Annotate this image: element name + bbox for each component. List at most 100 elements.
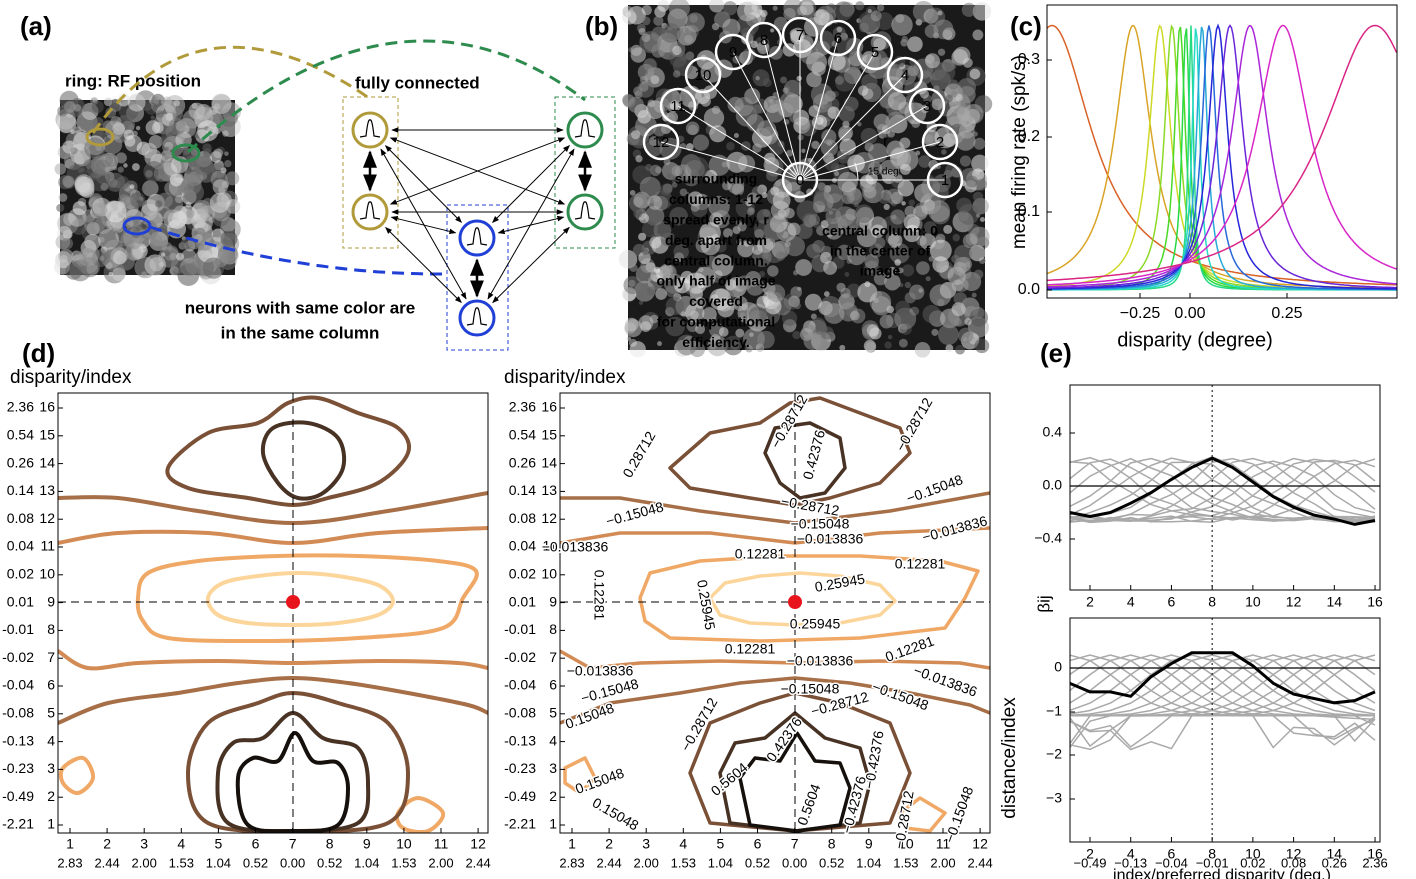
y-tick-label: -0.13 (2, 732, 34, 748)
photo-texture (630, 190, 636, 196)
photo-texture (84, 213, 106, 235)
photo-texture (749, 332, 754, 337)
y-tick-label: 16 (39, 399, 55, 415)
note: for computational (657, 314, 775, 330)
x-tick-label: 14 (1327, 594, 1343, 610)
x-tick-label: 0.00 (280, 855, 305, 870)
contour-label: −0.15048 (604, 498, 665, 529)
photo-texture (980, 217, 985, 222)
photo-texture (964, 104, 984, 124)
y-tick-label: 6 (47, 677, 55, 693)
y-tick-label: 2 (47, 788, 55, 804)
contour-label: 0.25945 (694, 578, 719, 631)
x-tick-label: 6 (1168, 594, 1176, 610)
photo-texture (218, 244, 238, 264)
y-tick-label: 3 (47, 760, 55, 776)
photo-texture (172, 211, 188, 227)
x-tick-label: 1.04 (708, 855, 733, 870)
photo-texture (867, 324, 879, 336)
photo-texture (722, 161, 728, 167)
y-tick-label: 8 (549, 621, 557, 637)
connection (488, 149, 574, 299)
photo-texture (908, 199, 914, 205)
column-number: 3 (923, 98, 931, 115)
x-tick-label: 1.53 (391, 855, 416, 870)
contour-label: −0.28712 (767, 392, 810, 451)
x-tick-label: 0.52 (317, 855, 342, 870)
photo-texture (693, 135, 709, 151)
photo-texture (747, 114, 765, 132)
column-number: 7 (796, 27, 804, 44)
photo-texture (106, 173, 125, 192)
column-number: 5 (871, 44, 879, 61)
photo-texture (964, 318, 971, 325)
y-tick-label: 8 (47, 621, 55, 637)
y-tick-label: 9 (47, 593, 55, 609)
neuron (568, 195, 602, 229)
photo-texture (899, 339, 908, 348)
contour-line (167, 397, 409, 505)
photo-texture (224, 160, 231, 167)
photo-texture (905, 282, 911, 288)
y-tick-label: 4 (47, 732, 55, 748)
y-tick-label: 15 (541, 427, 557, 443)
tuning-curve (1047, 26, 1397, 289)
y-tick-label: 7 (47, 649, 55, 665)
y-tick-label: 0.14 (7, 482, 34, 498)
x-tick-label: 11 (434, 836, 449, 852)
x-tick-label: 0.25 (1271, 305, 1302, 322)
note: only half of image (656, 273, 775, 289)
photo-texture (908, 65, 919, 76)
x-tick-label: 3 (140, 836, 148, 852)
photo-texture (793, 270, 798, 275)
y-tick-label: -0.13 (504, 732, 536, 748)
photo-texture (643, 58, 657, 72)
contour-label: −0.15048 (870, 678, 931, 713)
photo-texture (970, 308, 988, 326)
y-tick-label: −3 (1046, 790, 1062, 806)
curves (1070, 385, 1380, 590)
x-tick-label: 0.52 (819, 855, 844, 870)
note: central column: 0 (822, 223, 938, 239)
photo-texture (938, 324, 959, 345)
photo-texture (726, 142, 735, 151)
contour-label: 0.42376 (799, 428, 828, 481)
photo-texture (838, 126, 853, 141)
photo-texture (970, 69, 981, 80)
photo-texture (925, 53, 940, 68)
photo-texture (794, 302, 801, 309)
photo-texture (626, 11, 632, 17)
contour-line (208, 573, 393, 625)
axis-title: βij (1034, 595, 1053, 612)
note: central column. (664, 252, 767, 268)
photo-texture (92, 101, 104, 113)
photo-texture (156, 110, 164, 118)
axes-frame (560, 393, 990, 833)
photo-texture (712, 106, 720, 114)
photo-texture (145, 102, 158, 115)
y-tick-label: -0.02 (2, 649, 34, 665)
photo-texture (958, 328, 974, 344)
tuning-curve (1047, 26, 1397, 289)
contour-label: 0.15048 (573, 765, 626, 797)
photo-texture (657, 0, 669, 12)
photo-texture (666, 297, 684, 315)
photo-texture (925, 24, 939, 38)
axis-title: disparity (degree) (1117, 329, 1273, 351)
photo-texture (752, 4, 758, 10)
photo-texture (638, 233, 646, 241)
photo-texture (797, 287, 801, 291)
neuron (568, 113, 602, 147)
photo-texture (673, 70, 680, 77)
y-tick-label: 15 (39, 427, 55, 443)
photo-texture (804, 332, 822, 350)
page: {"panels": { "a": {"label": "(a)", "ring… (0, 0, 1416, 879)
x-tick-label: 1.53 (169, 855, 194, 870)
photo-texture (864, 340, 876, 352)
column-number: 6 (834, 30, 842, 47)
photo-texture (901, 201, 905, 205)
photo-texture (763, 78, 772, 87)
photo-texture (951, 91, 958, 98)
photo-texture (667, 173, 672, 178)
photo-texture (888, 92, 906, 110)
